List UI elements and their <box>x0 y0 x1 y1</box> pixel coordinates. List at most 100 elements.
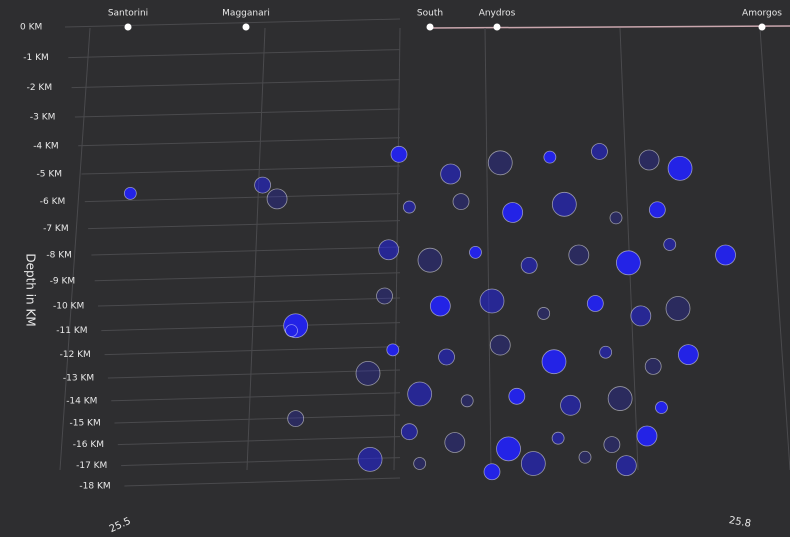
place-marker <box>426 23 434 31</box>
quake-point <box>479 288 505 314</box>
y-tick-label: -14 KM <box>66 396 97 406</box>
y-tick-label: -18 KM <box>79 482 110 492</box>
quake-point <box>123 186 137 200</box>
y-tick-label: 0 KM <box>20 23 42 33</box>
quake-point <box>407 381 433 407</box>
quake-point <box>413 457 427 470</box>
grid-line <box>78 137 401 147</box>
quake-point <box>355 360 381 386</box>
quake-point <box>386 343 400 357</box>
grid-line <box>104 346 401 356</box>
quake-point <box>638 149 660 171</box>
y-tick-label: -7 KM <box>43 224 69 234</box>
quake-point <box>266 188 288 210</box>
grid-line-vertical <box>246 27 266 471</box>
grid-line <box>117 436 401 446</box>
y-tick-label: -6 KM <box>40 197 66 207</box>
quake-point <box>551 191 577 217</box>
grid-line <box>124 477 401 487</box>
quake-point <box>560 394 581 416</box>
quake-point <box>378 239 400 261</box>
quake-point <box>508 387 526 405</box>
quake-point <box>390 145 408 163</box>
grid-line-vertical <box>59 27 91 471</box>
y-axis-label: Depth in KM <box>24 253 38 326</box>
quake-point <box>677 344 699 366</box>
y-tick-label: -11 KM <box>56 326 87 336</box>
quake-point <box>615 455 637 477</box>
quake-point <box>551 431 565 445</box>
quake-point <box>483 463 501 481</box>
grid-line-vertical <box>619 27 639 471</box>
quake-point <box>616 250 641 276</box>
quake-point <box>607 386 633 411</box>
grid-line-vertical <box>759 27 790 471</box>
quake-point <box>667 156 693 181</box>
quake-point <box>460 394 474 408</box>
quake-point <box>630 305 652 327</box>
place-label: Amorgos <box>742 9 782 19</box>
quake-point <box>402 200 416 214</box>
x-tick-label: 25.5 <box>108 516 133 535</box>
y-tick-label: -10 KM <box>53 302 84 312</box>
y-tick-label: -15 KM <box>70 419 101 429</box>
quake-point <box>655 401 668 414</box>
quake-point <box>469 245 482 259</box>
quake-point <box>715 244 736 266</box>
place-label: Magganari <box>222 9 270 19</box>
quake-point <box>541 349 567 375</box>
x-tick-label: 25.8 <box>728 515 752 530</box>
quake-point <box>287 410 305 428</box>
grid-line <box>121 457 401 467</box>
y-tick-label: -12 KM <box>60 350 91 360</box>
quake-point <box>636 425 658 447</box>
quake-point <box>609 211 623 225</box>
quake-point <box>429 295 451 317</box>
grid-line <box>68 49 401 59</box>
y-tick-label: -16 KM <box>73 440 104 450</box>
quake-point <box>537 307 551 320</box>
y-tick-label: -4 KM <box>33 141 59 151</box>
place-label: Anydros <box>479 9 516 19</box>
grid-line-vertical <box>484 27 492 471</box>
grid-line <box>94 272 401 282</box>
place-label: Santorini <box>108 9 148 19</box>
quake-point <box>452 193 470 211</box>
place-marker <box>242 23 250 31</box>
quake-point <box>487 150 513 176</box>
grid-line <box>111 392 401 402</box>
place-label: South <box>417 9 443 19</box>
y-tick-label: -13 KM <box>63 374 94 384</box>
quake-point <box>603 436 621 454</box>
grid-line <box>84 193 401 203</box>
quake-point <box>591 143 608 160</box>
quake-point <box>568 244 590 266</box>
quake-point <box>586 295 604 312</box>
boundary-line <box>429 25 790 29</box>
grid-line <box>101 322 401 332</box>
quake-point <box>438 348 455 366</box>
grid-line <box>97 297 401 307</box>
grid-line <box>71 79 401 89</box>
y-tick-label: -5 KM <box>37 170 63 180</box>
quake-point <box>663 238 677 251</box>
quake-point <box>599 345 613 359</box>
y-tick-label: -9 KM <box>50 276 76 286</box>
quake-point <box>376 287 393 305</box>
quake-point <box>520 451 546 476</box>
y-tick-label: -1 KM <box>23 53 49 63</box>
y-tick-label: -2 KM <box>27 83 53 93</box>
quake-point <box>357 446 383 472</box>
grid-line <box>81 165 401 175</box>
quake-point <box>444 432 466 453</box>
grid-line <box>64 18 401 28</box>
y-tick-label: -3 KM <box>30 113 56 123</box>
grid-line <box>91 246 401 256</box>
place-marker <box>124 23 132 31</box>
y-tick-label: -8 KM <box>46 251 72 261</box>
quake-point <box>644 357 662 375</box>
quake-point <box>520 256 538 274</box>
quake-point <box>285 324 298 338</box>
quake-point <box>648 201 666 219</box>
y-tick-label: -17 KM <box>76 461 107 471</box>
